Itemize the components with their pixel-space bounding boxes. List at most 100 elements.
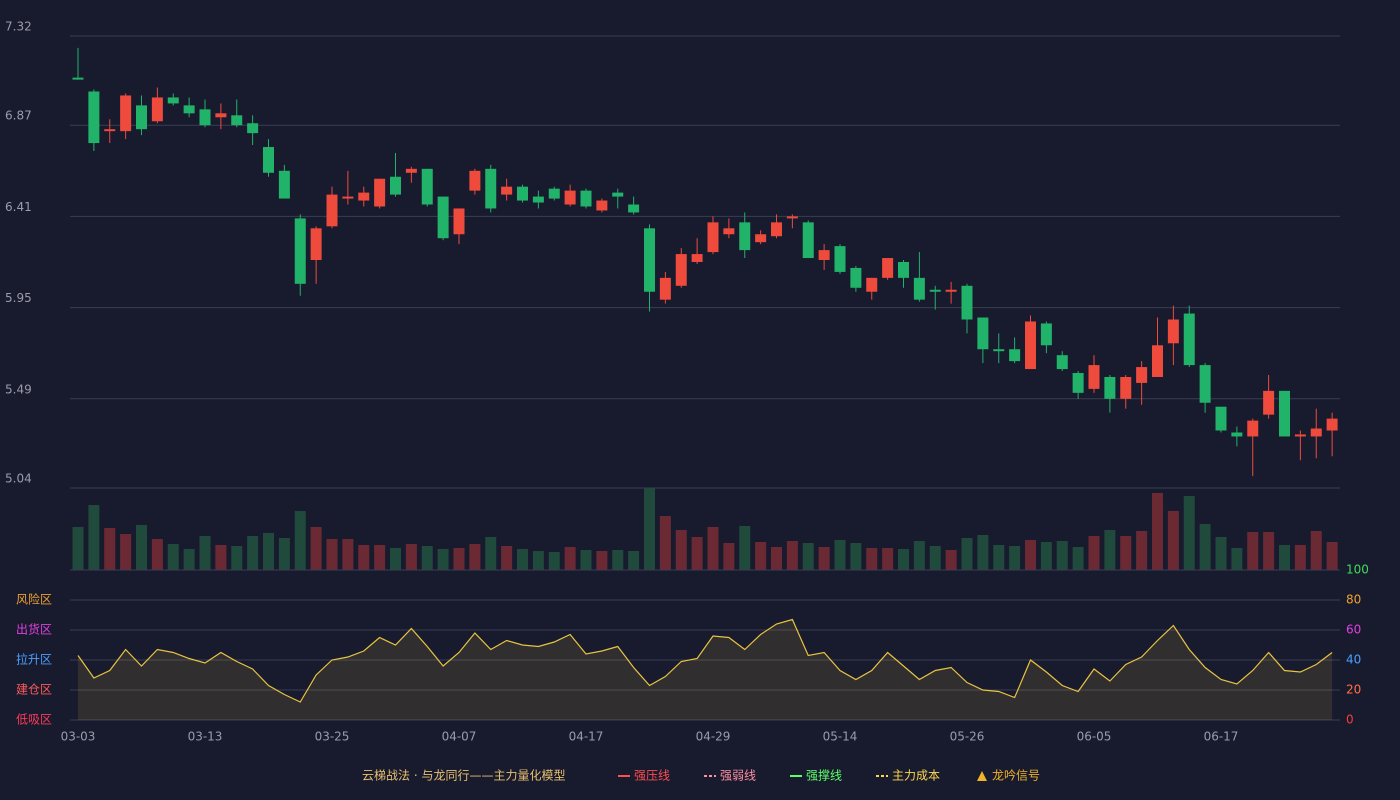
- candle-body: [628, 204, 640, 213]
- candle-body: [183, 105, 195, 114]
- candle-body: [723, 228, 735, 235]
- volume-bar: [977, 535, 989, 570]
- candle-body: [1231, 432, 1243, 437]
- oscillator-area: [78, 619, 1333, 720]
- volume-bar: [1136, 531, 1148, 570]
- volume-bar: [183, 549, 195, 570]
- candle-body: [548, 188, 560, 199]
- candle-body: [596, 200, 608, 211]
- candle-body: [263, 147, 274, 173]
- x-tick-label: 04-07: [442, 730, 477, 744]
- legend-label: 强弱线: [720, 769, 756, 783]
- zone-label: 出货区: [16, 622, 52, 637]
- volume-bar: [1263, 532, 1275, 570]
- volume-bar: [564, 547, 576, 570]
- zone-label: 低吸区: [16, 713, 52, 727]
- volume-bar: [1167, 511, 1179, 570]
- y2-tick-label: 20: [1346, 683, 1361, 697]
- candle-body: [532, 196, 544, 203]
- candle-body: [437, 196, 449, 239]
- y-tick-label: 6.87: [5, 109, 32, 123]
- y2-tick-label: 80: [1346, 593, 1361, 607]
- volume-bar: [199, 536, 211, 570]
- volume-bar: [945, 550, 957, 570]
- volume-bar: [437, 549, 449, 570]
- candle-body: [866, 277, 878, 292]
- candle-body: [1120, 376, 1132, 399]
- x-tick-label: 04-29: [696, 730, 731, 744]
- candle-body: [786, 216, 798, 219]
- volume-bar: [1056, 541, 1068, 570]
- volume-bar: [1072, 547, 1084, 570]
- y-tick-label: 5.04: [5, 472, 32, 486]
- volume-bar: [215, 545, 227, 570]
- candle-body: [453, 208, 465, 235]
- candle-body: [755, 234, 767, 243]
- volume-bar: [72, 527, 84, 570]
- candle-body: [818, 250, 830, 261]
- candle-body: [151, 97, 163, 122]
- candle-body: [501, 186, 513, 195]
- x-tick-label: 05-14: [823, 730, 858, 744]
- candle-body: [88, 91, 100, 144]
- candle-body: [310, 228, 322, 261]
- candle-body: [231, 115, 243, 126]
- y2-tick-label: 60: [1346, 623, 1361, 637]
- candle-body: [1247, 420, 1259, 437]
- candle-body: [929, 289, 941, 292]
- volume-bar: [167, 544, 179, 570]
- candle-body: [644, 228, 655, 292]
- candle-body: [1167, 319, 1179, 344]
- volume-bar: [755, 542, 767, 570]
- candle-body: [247, 123, 259, 134]
- candle-body: [278, 170, 290, 199]
- candle-body: [517, 186, 528, 201]
- candle-body: [1310, 428, 1322, 437]
- volume-bar: [882, 548, 894, 570]
- volume-bar: [1215, 537, 1227, 570]
- volume-bar: [802, 543, 814, 570]
- y-tick-label: 7.32: [5, 20, 32, 34]
- candle-body: [945, 289, 957, 292]
- volume-bar: [1310, 531, 1322, 570]
- volume-bar: [707, 527, 719, 570]
- volume-bar: [786, 541, 798, 570]
- volume-bar: [596, 551, 608, 570]
- candle-body: [72, 77, 84, 80]
- volume-bar: [739, 526, 751, 570]
- x-tick-label: 03-03: [61, 730, 96, 744]
- candle-body: [1326, 418, 1338, 431]
- volume-bar: [405, 544, 417, 570]
- volume-bar: [993, 545, 1005, 570]
- candle-body: [898, 262, 909, 278]
- volume-bar: [1120, 536, 1132, 570]
- candle-body: [771, 222, 782, 237]
- candle-body: [199, 109, 211, 126]
- volume-bar: [294, 511, 306, 570]
- candle-body: [485, 168, 497, 209]
- candle-body: [882, 258, 894, 278]
- legend-label: 强压线: [634, 769, 670, 783]
- volume-bar: [88, 505, 100, 570]
- candle-body: [104, 129, 116, 132]
- volume-bar: [247, 536, 259, 570]
- candle-body: [1294, 434, 1306, 437]
- x-tick-label: 03-25: [315, 730, 350, 744]
- y2-tick-label: 0: [1346, 713, 1354, 727]
- volume-bar: [548, 552, 560, 570]
- volume-bar: [834, 540, 846, 570]
- legend-swatch: [977, 771, 987, 781]
- legend-label: 主力成本: [892, 769, 940, 783]
- volume-bar: [929, 546, 941, 570]
- volume-bar: [771, 547, 782, 570]
- candle-body: [1136, 367, 1148, 383]
- volume-bar: [1152, 493, 1163, 570]
- legend-label: 强撑线: [806, 768, 842, 783]
- volume-bar: [390, 548, 401, 570]
- y2-tick-label: 40: [1346, 653, 1361, 667]
- volume-bar: [1025, 540, 1036, 570]
- volume-bar: [485, 537, 497, 570]
- x-tick-label: 03-13: [188, 730, 223, 744]
